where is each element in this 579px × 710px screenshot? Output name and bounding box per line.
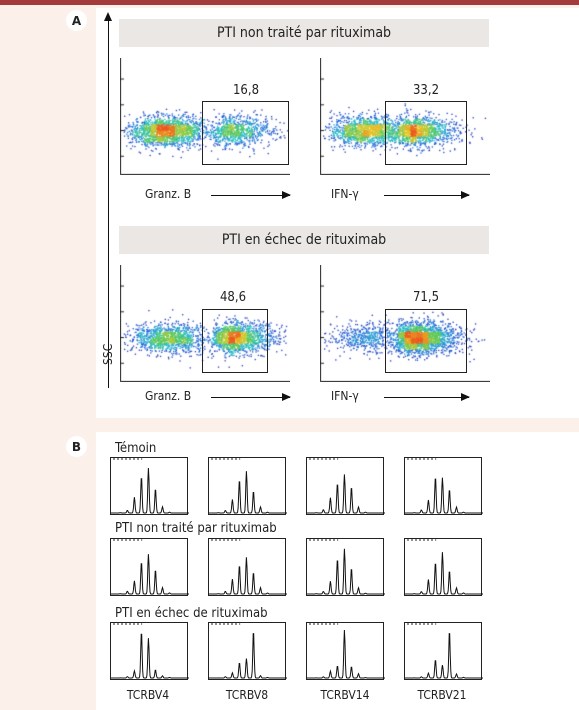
column-label-1: TCRBV4: [126, 688, 170, 702]
flow-scatter-4: [320, 265, 490, 382]
gate-2: [385, 101, 467, 165]
flow-plot-3: [120, 265, 290, 382]
spectratype-curve-3-2: [209, 623, 287, 679]
spectratype-1-4: [404, 457, 483, 515]
spectra-row-2-title: PTI non traité par rituximab: [115, 521, 277, 536]
plot-2-x-label: IFN-γ: [331, 187, 359, 201]
spectratype-2-2: [208, 538, 287, 596]
spectratype-curve-2-4: [405, 539, 483, 595]
spectratype-2-1: [110, 538, 189, 596]
gate-1: [202, 101, 289, 165]
spectratype-curve-1-1: [111, 458, 189, 514]
flow-scatter-2: [320, 58, 490, 175]
panel-a-label: A: [66, 10, 87, 31]
spectratype-2-4: [404, 538, 483, 596]
group-1-header: PTI non traité par rituximab: [119, 19, 489, 47]
plot-1-x-label: Granz. B: [145, 187, 192, 201]
spectratype-curve-3-3: [307, 623, 385, 679]
column-label-4: TCRBV21: [417, 688, 467, 702]
panel-b-background: [96, 432, 579, 710]
flow-plot-1: [120, 58, 290, 175]
plot-2-x-arrow: [384, 189, 470, 201]
flow-plot-2: [320, 58, 490, 175]
spectratype-curve-3-4: [405, 623, 483, 679]
spectratype-1-3: [306, 457, 385, 515]
spectratype-curve-2-1: [111, 539, 189, 595]
spectratype-3-4: [404, 622, 483, 680]
flow-scatter-1: [120, 58, 290, 175]
spectratype-curve-1-2: [209, 458, 287, 514]
flow-plot-4: [320, 265, 490, 382]
group-2-header: PTI en échec de rituximab: [119, 226, 489, 254]
spectratype-1-2: [208, 457, 287, 515]
spectratype-curve-2-2: [209, 539, 287, 595]
spectratype-3-2: [208, 622, 287, 680]
spectratype-curve-2-3: [307, 539, 385, 595]
spectratype-3-1: [110, 622, 189, 680]
gate-3-percent: 48,6: [219, 290, 247, 305]
spectratype-3-3: [306, 622, 385, 680]
ssc-axis-label: SSC: [101, 343, 115, 365]
ssc-axis-arrow: [102, 12, 114, 388]
gate-1-percent: 16,8: [232, 83, 260, 98]
plot-4-x-label: IFN-γ: [331, 389, 359, 403]
spectratype-curve-1-3: [307, 458, 385, 514]
top-accent-bar: [0, 0, 579, 5]
column-label-2: TCRBV8: [225, 688, 269, 702]
spectratype-1-1: [110, 457, 189, 515]
plot-1-x-arrow: [211, 189, 291, 201]
spectratype-2-3: [306, 538, 385, 596]
spectra-row-3-title: PTI en échec de rituximab: [115, 606, 268, 621]
flow-scatter-3: [120, 265, 290, 382]
plot-4-x-arrow: [384, 391, 470, 403]
panel-b-label: B: [66, 436, 87, 457]
gate-4: [385, 309, 467, 373]
plot-3-x-label: Granz. B: [145, 389, 192, 403]
plot-3-x-arrow: [211, 391, 291, 403]
gate-3: [202, 309, 268, 373]
gate-2-percent: 33,2: [412, 83, 440, 98]
column-label-3: TCRBV14: [320, 688, 370, 702]
gate-4-percent: 71,5: [412, 290, 440, 305]
spectratype-curve-3-1: [111, 623, 189, 679]
spectra-row-1-title: Témoin: [115, 441, 157, 456]
spectratype-curve-1-4: [405, 458, 483, 514]
